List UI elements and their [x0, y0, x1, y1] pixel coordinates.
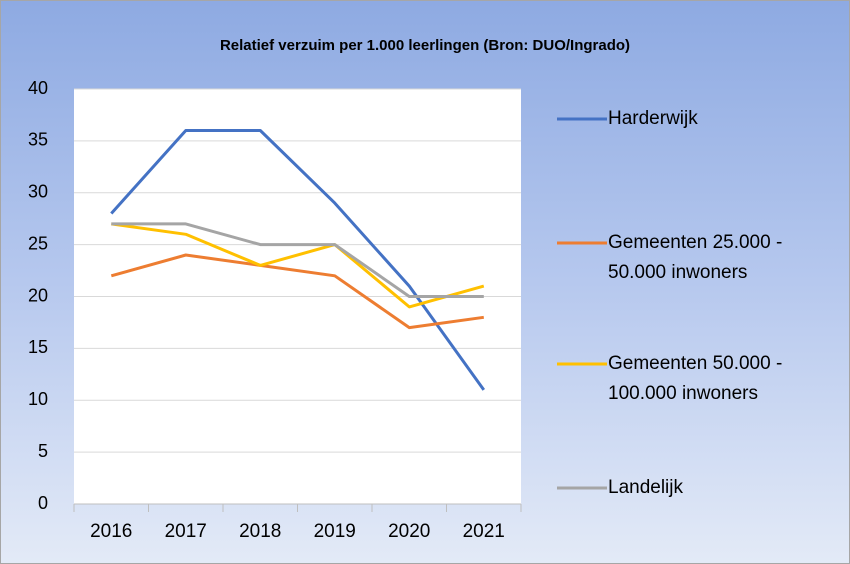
y-tick-label: 40: [28, 78, 48, 98]
y-tick-label: 10: [28, 389, 48, 409]
legend-label: Harderwijk: [608, 108, 698, 129]
y-tick-label: 30: [28, 182, 48, 202]
series-line: [111, 222, 484, 298]
x-tick-label: 2020: [388, 521, 430, 542]
y-tick-label: 5: [38, 441, 48, 461]
series-line: [111, 222, 485, 309]
legend-label: Landelijk: [608, 477, 683, 498]
y-tick-label: 20: [28, 285, 48, 305]
y-tick-label: 35: [28, 130, 48, 150]
x-tick-label: 2019: [314, 521, 356, 542]
x-tick-label: 2016: [90, 521, 132, 542]
chart-title: Relatief verzuim per 1.000 leerlingen (B…: [220, 37, 630, 54]
x-tick-label: 2018: [239, 521, 281, 542]
series-line: [110, 253, 485, 330]
legend-label: Gemeenten 50.000 - 100.000 inwoners: [608, 353, 783, 404]
y-tick-label: 0: [38, 493, 48, 513]
legend-label: Gemeenten 25.000 - 50.000 inwoners: [608, 232, 783, 283]
x-tick-label: 2021: [463, 521, 505, 542]
y-tick-label: 15: [28, 337, 48, 357]
y-tick-label: 25: [28, 233, 48, 253]
x-tick-label: 2017: [165, 521, 207, 542]
